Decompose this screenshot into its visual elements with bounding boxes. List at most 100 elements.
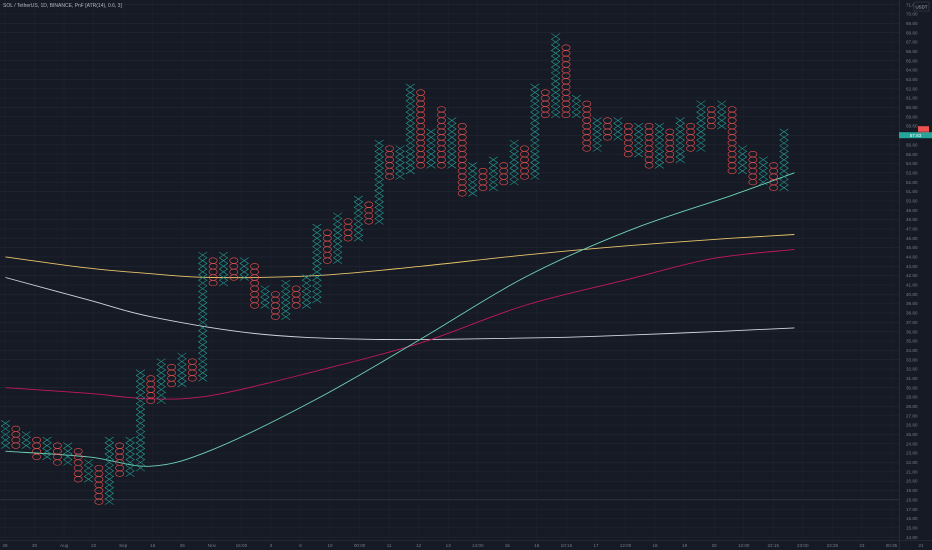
o-column	[32, 436, 42, 460]
x-column	[675, 117, 685, 163]
time-axis[interactable]: 28 30 Aug 22 Sep 16 26 Nov 16:00 3 6 10 00:00 11 12 13 1…	[2, 543, 924, 548]
o-box	[437, 128, 446, 135]
x-box	[551, 83, 561, 91]
x-box	[530, 173, 540, 180]
x-box	[125, 470, 135, 477]
x-box	[83, 470, 94, 477]
x-box	[218, 251, 229, 259]
x-box	[509, 173, 519, 180]
o-box	[250, 263, 260, 270]
x-box	[551, 50, 561, 57]
o-box	[53, 442, 62, 449]
o-box	[437, 117, 446, 124]
x-box	[779, 139, 789, 147]
y-tick-label: 30.80	[906, 385, 918, 390]
x-box	[104, 481, 114, 489]
o-column	[364, 201, 374, 225]
o-box	[457, 128, 467, 135]
o-box	[520, 145, 529, 152]
x-box	[135, 425, 145, 433]
x-box	[198, 296, 208, 304]
currency-label[interactable]: USDT	[913, 1, 930, 12]
x-column	[83, 459, 94, 483]
o-column	[582, 100, 592, 152]
x-box	[717, 111, 727, 119]
o-box	[416, 100, 426, 107]
x-box	[0, 431, 11, 438]
y-tick-label: 45.80	[906, 245, 918, 250]
x-box	[83, 459, 94, 466]
x-box	[530, 145, 540, 152]
x-box	[509, 139, 519, 147]
o-box	[644, 156, 654, 163]
y-tick-label: 53.80	[906, 170, 918, 175]
x-box	[312, 296, 322, 304]
o-box	[540, 100, 550, 107]
o-box	[499, 162, 509, 169]
x-box	[737, 167, 748, 175]
x-box	[135, 459, 145, 466]
x-tick-label: 16	[150, 543, 156, 548]
x-box	[353, 229, 363, 236]
x-box	[135, 380, 145, 388]
x-box	[551, 55, 561, 63]
x-box	[468, 167, 478, 175]
x-column	[135, 369, 145, 472]
y-tick-label: 36.80	[906, 329, 918, 334]
x-box	[281, 279, 291, 287]
o-box	[727, 106, 737, 113]
o-box	[686, 123, 695, 130]
x-box	[0, 425, 11, 433]
price-axis[interactable]: 14.80 15.80 16.80 17.80 18.80 19.80 20.80 21.80…	[906, 2, 918, 540]
x-column	[239, 257, 249, 281]
x-box	[198, 341, 208, 348]
x-box	[104, 459, 114, 466]
x-box	[353, 212, 363, 220]
o-box	[270, 296, 280, 303]
x-box	[198, 291, 208, 298]
x-box	[312, 268, 322, 276]
o-box	[603, 117, 612, 124]
y-tick-label: 49.80	[906, 208, 918, 213]
x-box	[530, 83, 540, 91]
x-box	[104, 470, 114, 477]
y-tick-label: 39.80	[906, 301, 918, 306]
x-box	[551, 111, 561, 119]
x-column	[634, 122, 644, 158]
x-box	[530, 100, 540, 107]
x-tick-label: 3	[270, 543, 273, 548]
x-box	[551, 61, 561, 68]
x-box	[104, 476, 114, 483]
o-box	[416, 128, 426, 135]
o-box	[686, 128, 695, 135]
x-box	[488, 178, 498, 186]
x-box	[405, 83, 415, 91]
o-box	[187, 358, 197, 365]
moving-average-line-1	[5, 234, 795, 279]
x-box	[592, 145, 602, 152]
o-box	[748, 151, 758, 158]
x-box	[488, 162, 498, 169]
x-box	[177, 380, 187, 388]
x-box	[239, 274, 249, 281]
x-box	[374, 150, 384, 158]
o-box	[582, 145, 592, 152]
x-column	[405, 83, 415, 175]
x-column	[530, 83, 540, 180]
x-box	[353, 195, 363, 203]
x-box	[737, 150, 748, 158]
x-box	[125, 464, 135, 472]
x-box	[717, 122, 727, 130]
x-box	[312, 229, 322, 236]
x-box	[530, 139, 540, 147]
x-box	[198, 358, 208, 365]
x-box	[198, 263, 208, 270]
x-box	[447, 139, 457, 147]
o-box	[11, 425, 21, 432]
x-box	[0, 436, 11, 444]
x-box	[301, 274, 312, 281]
x-column	[218, 251, 229, 287]
x-box	[426, 150, 436, 158]
